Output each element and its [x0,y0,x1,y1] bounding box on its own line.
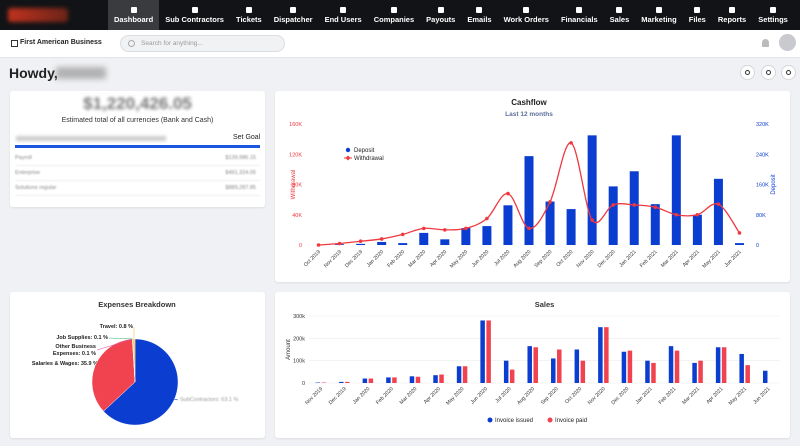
nav-label: Reports [717,14,747,24]
search-box[interactable]: Search for anything... [120,35,285,52]
nav-icon [130,6,137,13]
search-icon [128,40,135,47]
notifications[interactable] [762,39,769,47]
nav-label: End Users [324,14,362,24]
balance-row: Solutions regular $889,287.85 [15,181,260,196]
balance-card [10,91,265,207]
balance-row: Enterprise $491,324.05 [15,166,260,181]
nav-label: Dashboard [114,14,154,24]
cashflow-card [275,91,790,282]
nav-icon [340,6,347,13]
nav-label: Sub Contractors [165,14,224,24]
nav-label: Sales [609,14,630,24]
grid-icon[interactable] [11,40,18,47]
nav-label: Files [688,14,706,24]
nav-icon [476,6,483,13]
row-value: $139,986.15 [225,155,256,161]
nav-icon [523,6,530,13]
logo[interactable] [8,8,68,22]
nav-icon [770,6,777,13]
nav-icon [191,6,198,13]
business-name[interactable]: First American Business [20,39,102,46]
sales-card [275,292,790,438]
nav-item[interactable]: Dashboard [108,0,160,30]
nav-item[interactable]: Sales [604,0,636,30]
nav-label: Tickets [236,14,262,24]
nav-icon [290,6,297,13]
nav-icon [437,6,444,13]
row-value: $889,287.85 [225,185,256,191]
nav-label: Payouts [426,14,456,24]
nav-label: Settings [758,14,788,24]
nav-item[interactable]: Payouts [420,0,461,30]
nav-item[interactable]: Marketing [635,0,682,30]
nav-icon [390,6,397,13]
pie-label: Salaries & Wages: 35.9 % [31,361,98,367]
set-goal-button[interactable]: Set Goal [233,134,261,141]
user-name-redacted [56,67,106,79]
pie-label: SubContractors: 63.1 % [180,397,239,403]
nav-item[interactable]: Companies [368,0,420,30]
nav-label: Emails [467,14,492,24]
nav-item[interactable]: Dispatcher [268,0,319,30]
nav-item[interactable]: Tickets [230,0,268,30]
nav-item[interactable]: Emails [461,0,497,30]
balance-row: Payroll $139,986.15 [15,151,260,166]
help-button[interactable] [761,65,776,80]
row-value: $491,324.05 [225,170,256,176]
pie-label: Other Business Expenses: 0.1 % [52,344,96,357]
balance-total: $1,220,426.05 [83,94,192,113]
row-label: Payroll [15,155,32,161]
nav-icon [616,6,623,13]
greeting: Howdy, [9,65,58,81]
avatar[interactable] [779,34,796,51]
pie-label: Travel: 0.8 % [99,324,133,330]
pie-label: Job Supplies: 0.1 % [56,335,108,341]
nav-item[interactable]: Work Orders [498,0,555,30]
nav-item[interactable]: Reports [712,0,752,30]
nav-icon [729,6,736,13]
nav-item[interactable]: Settings [752,0,794,30]
nav-item[interactable]: Financials [555,0,604,30]
nav-label: Marketing [641,14,677,24]
nav-icon [656,6,663,13]
top-nav: Dashboard Sub Contractors Tickets Dispatche… [0,0,800,30]
nav-label: Companies [373,14,415,24]
nav-label: Work Orders [503,14,549,24]
settings-button[interactable] [740,65,755,80]
refresh-button[interactable] [781,65,796,80]
goal-progress [15,145,260,148]
balance-caption: Estimated total of all currencies (Bank … [61,117,214,124]
nav-label: Financials [560,14,598,24]
nav-icon [694,6,701,13]
goal-note-redacted [16,136,166,141]
nav-label: Dispatcher [273,14,313,24]
nav-icon [245,6,252,13]
nav-item[interactable]: End Users [319,0,368,30]
nav-icon [576,6,583,13]
nav-item[interactable]: Sub Contractors [159,0,230,30]
row-label: Solutions regular [15,185,57,191]
row-label: Enterprise [15,170,41,176]
nav-items: Dashboard Sub Contractors Tickets Dispatche… [108,0,794,30]
nav-item[interactable]: Files [683,0,712,30]
